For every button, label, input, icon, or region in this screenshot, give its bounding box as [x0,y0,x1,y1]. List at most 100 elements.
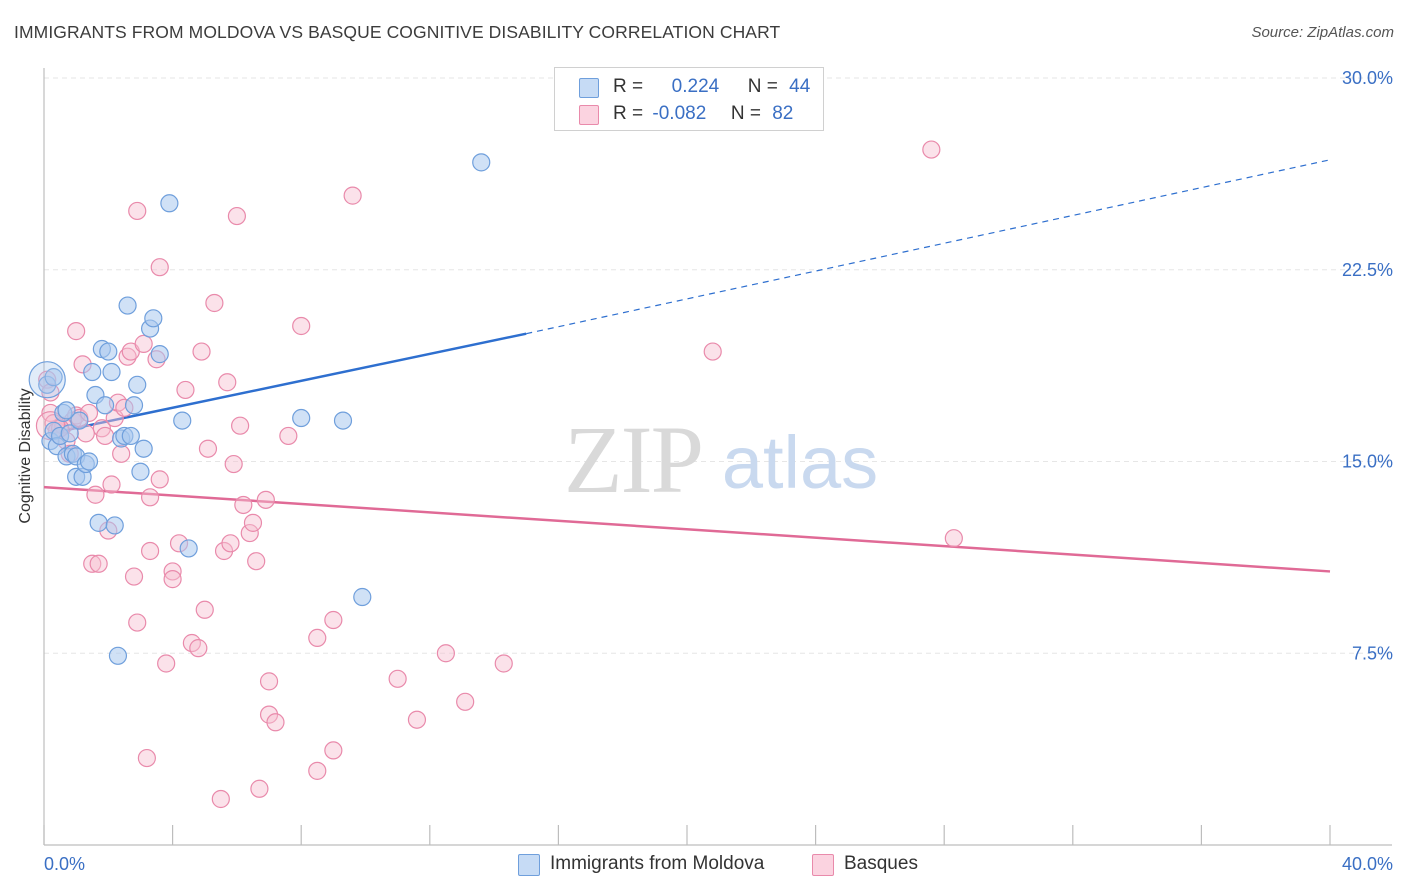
basques-point [407,710,427,729]
moldova-point [353,587,372,607]
basques-point [324,741,343,760]
basques-point [112,444,131,463]
zipatlas-watermark: ZIP atlas [564,406,878,513]
basques-point [227,206,246,226]
moldova-point [57,401,76,420]
x-tick-label: 0.0% [44,854,85,874]
moldova-trend-line [50,332,527,435]
basques-point [436,644,455,663]
basques-point [456,692,475,711]
tick-labels: 7.5% 15.0% 22.5% 30.0% 0.0% 40.0% [44,68,1393,874]
basques-point [218,373,237,392]
basques-point [494,654,513,673]
basques-point [163,562,182,581]
y-tick-label: 22.5% [1342,260,1393,280]
basques-point [205,293,224,313]
basques-point [247,552,266,571]
moldova-point [292,408,311,428]
basques-point [198,439,218,458]
moldova-point [118,296,137,315]
legend-r-value: 0.224 [671,76,720,97]
moldova-point [105,516,124,535]
moldova-point [83,362,102,382]
basques-point [703,342,722,361]
moldova-point [144,309,163,328]
moldova-point [95,396,115,415]
basques-point [163,570,182,589]
moldova-point [150,345,169,364]
basques-point [86,485,105,504]
moldova-point [60,424,79,443]
moldova-point [124,396,144,415]
stats-legend: R = 0.224 N = 44 R = -0.082 N = 82 [554,67,824,131]
basques-point [140,541,160,561]
moldova-trend-extension [526,159,1331,335]
basques-point [124,567,144,586]
moldova-point [173,411,192,430]
moldova-point [179,539,198,558]
moldova-point [44,368,63,387]
legend-n-label: N = [730,103,761,124]
moldova-point [102,362,121,382]
legend-row-moldova: R = 0.224 N = 44 [555,74,823,100]
legend-swatch-basques [812,854,834,876]
legend-r-value: -0.082 [652,103,707,124]
basques-point [259,672,279,691]
basques-point [256,490,275,509]
y-axis-label: Cognitive Disability [17,388,34,524]
basques-point [211,789,230,809]
basques-point [67,322,86,341]
basques-point [221,534,240,553]
basques-point [324,610,343,630]
basques-point [189,639,208,658]
basques-point [250,779,269,798]
moldova-point [89,513,108,532]
basques-point [89,554,108,573]
legend-swatch-moldova [579,78,599,98]
moldova-point [160,194,179,213]
legend-label-basques: Basques [844,853,918,874]
legend-swatch-moldova [518,854,540,876]
legend-n-value: 44 [789,76,811,97]
basques-point [292,316,311,336]
basques-point [95,426,115,446]
basques-points [35,140,963,809]
moldova-point [134,439,153,458]
basques-point [150,470,169,489]
basques-point [195,600,214,619]
basques-point [128,613,147,632]
axes [43,68,1392,846]
basques-trend-line [43,485,1331,573]
moldova-point [121,426,140,446]
y-tick-label: 30.0% [1342,68,1393,88]
basques-point [176,380,195,400]
basques-point [224,454,243,474]
basques-point [343,186,362,205]
basques-point [266,713,285,732]
basques-point [243,513,263,532]
basques-point [134,334,153,353]
source-label: Source: ZipAtlas.com [1251,24,1394,41]
basques-point [192,342,211,361]
moldova-point [79,452,99,471]
basques-point [279,426,298,446]
x-tick-label: 40.0% [1342,854,1393,874]
series-legend: Immigrants from Moldova Basques [0,852,1406,878]
basques-point [128,201,147,221]
moldova-point [128,375,147,394]
basques-point [102,475,121,494]
basques-point [137,748,156,768]
basques-point [922,140,941,159]
basques-point [140,488,160,507]
basques-point [231,416,250,435]
basques-point [157,654,176,673]
basques-point [944,529,963,548]
moldova-cluster-point [28,361,66,399]
moldova-points [28,153,491,665]
watermark-zip: ZIP [564,406,702,513]
basques-point [388,669,407,688]
y-tick-label: 7.5% [1352,643,1393,663]
trend-lines [43,159,1331,573]
legend-n-value: 82 [772,103,794,124]
